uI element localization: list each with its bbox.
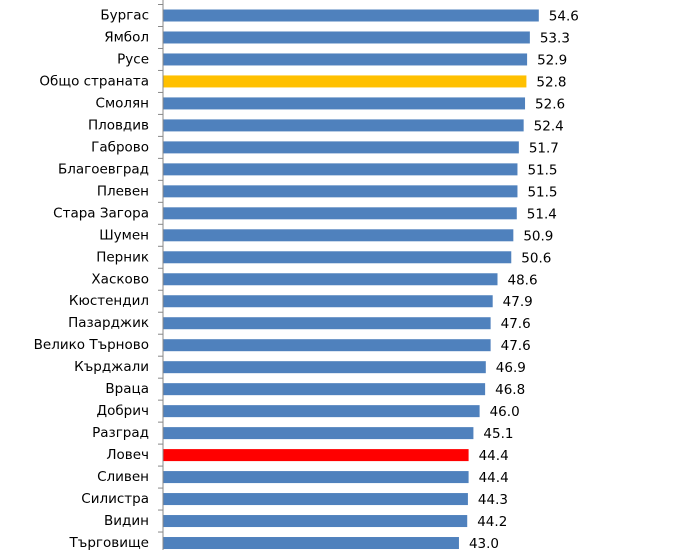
category-label-row-23: Видин <box>104 513 149 529</box>
value-label-row-15: 47.6 <box>501 338 531 354</box>
bar-row-12 <box>163 273 498 286</box>
category-label-row-9: Стара Загора <box>53 205 149 221</box>
bar-row-7 <box>163 163 518 176</box>
bar-row-19 <box>163 427 474 440</box>
value-label-row-21: 44.4 <box>479 470 509 486</box>
bar-row-9 <box>163 207 517 220</box>
value-label-row-19: 45.1 <box>483 426 513 442</box>
bar-row-0 <box>163 9 539 22</box>
value-label-row-14: 47.6 <box>501 316 531 332</box>
category-label-row-6: Габрово <box>91 139 149 155</box>
category-label-row-4: Смолян <box>96 95 149 111</box>
value-label-row-0: 54.6 <box>549 9 579 25</box>
category-label-row-16: Кърджали <box>74 359 149 375</box>
category-label-row-1: Ямбол <box>104 29 149 45</box>
bar-row-23 <box>163 515 468 528</box>
value-label-row-23: 44.2 <box>477 514 507 530</box>
value-label-row-2: 52.9 <box>537 52 567 68</box>
bar-row-2 <box>163 53 528 66</box>
category-label-row-21: Сливен <box>97 469 149 485</box>
category-label-row-13: Кюстендил <box>69 293 149 309</box>
value-labels: 54.6 53.3 52.9 52.8 52.6 52.4 51.7 51.5 51.5 51.4… <box>469 9 579 550</box>
value-label-row-24: 43.0 <box>469 536 499 550</box>
bar-row-8 <box>163 185 518 198</box>
category-label-row-5: Пловдив <box>88 117 149 133</box>
category-label-row-10: Шумен <box>99 227 149 243</box>
value-label-row-18: 46.0 <box>490 404 520 420</box>
category-label-row-14: Пазарджик <box>68 315 149 331</box>
bar-row-24 <box>163 537 459 550</box>
value-label-row-6: 51.7 <box>529 140 559 156</box>
bar-row-5 <box>163 119 524 132</box>
value-label-row-11: 50.6 <box>521 250 551 266</box>
bar-row-11 <box>163 251 512 264</box>
category-label-row-2: Русе <box>117 51 149 67</box>
value-label-row-1: 53.3 <box>540 30 570 46</box>
category-label-row-18: Добрич <box>97 403 149 419</box>
bar-row-13 <box>163 295 493 308</box>
category-label-row-3: Общо страната <box>39 73 149 89</box>
bar-row-18 <box>163 405 480 418</box>
category-label-row-8: Плевен <box>97 183 149 199</box>
value-label-row-12: 48.6 <box>508 272 538 288</box>
bars <box>163 9 539 550</box>
category-label-row-20: Ловеч <box>106 447 149 463</box>
bar-row-14 <box>163 317 491 330</box>
category-labels: Бургас Ямбол Русе Общо страната Смолян Пловди… <box>34 4 163 550</box>
value-label-row-10: 50.9 <box>523 228 553 244</box>
bar-row-16 <box>163 361 486 374</box>
value-label-row-13: 47.9 <box>503 294 533 310</box>
bar-row-4 <box>163 97 526 110</box>
category-label-row-0: Бургас <box>100 8 149 24</box>
bar-row-20 <box>163 449 469 462</box>
value-label-row-17: 46.8 <box>495 382 525 398</box>
category-label-row-15: Велико Търново <box>34 337 149 353</box>
category-label-row-12: Хасково <box>91 271 149 287</box>
value-label-row-20: 44.4 <box>479 448 509 464</box>
category-label-row-22: Силистра <box>81 491 149 507</box>
bar-row-17 <box>163 383 486 396</box>
value-label-row-5: 52.4 <box>534 118 564 134</box>
bar-row-1 <box>163 31 530 44</box>
value-label-row-8: 51.5 <box>527 184 557 200</box>
value-label-row-3: 52.8 <box>536 74 566 90</box>
category-label-row-7: Благоевград <box>58 161 149 177</box>
category-label-row-19: Разград <box>92 425 149 441</box>
bar-row-21 <box>163 471 469 484</box>
category-label-row-11: Перник <box>96 249 149 265</box>
value-label-row-7: 51.5 <box>527 162 557 178</box>
category-label-row-24: Търговище <box>69 535 149 550</box>
bar-row-6 <box>163 141 519 154</box>
category-label-row-17: Враца <box>105 381 149 397</box>
bar-row-10 <box>163 229 514 242</box>
bar-row-22 <box>163 493 468 506</box>
value-label-row-16: 46.9 <box>496 360 526 376</box>
value-label-row-4: 52.6 <box>535 96 565 112</box>
bar-row-3 <box>163 75 527 88</box>
bar-row-15 <box>163 339 491 352</box>
value-label-row-22: 44.3 <box>478 492 508 508</box>
value-label-row-9: 51.4 <box>527 206 557 222</box>
